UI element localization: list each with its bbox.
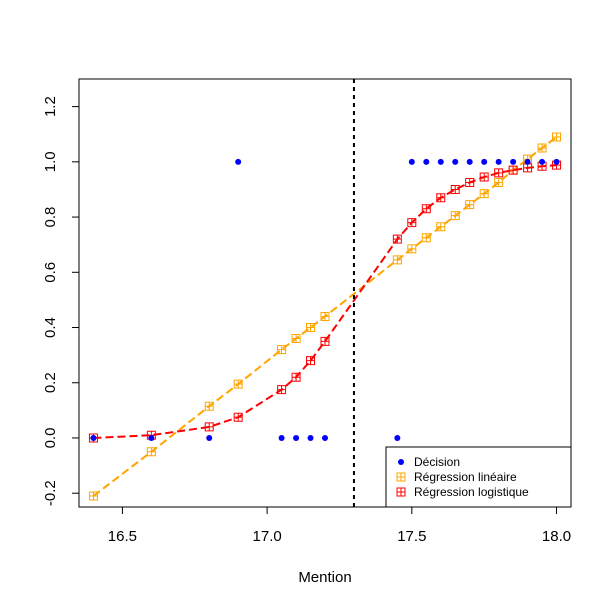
x-axis-title: Mention: [298, 569, 351, 586]
data-point: [537, 143, 547, 153]
y-tick-label: 0.4: [42, 317, 59, 338]
data-point: [437, 158, 444, 165]
data-point: [408, 158, 415, 165]
series-decision: [90, 158, 560, 441]
series-regression-lineaire: [88, 132, 562, 501]
data-point: [146, 447, 156, 457]
y-tick-label: 0.8: [42, 207, 59, 228]
x-axis: 16.5 17.0 17.5 18.0: [108, 506, 571, 545]
data-point: [421, 233, 431, 243]
y-tick-label: 1.2: [42, 96, 59, 117]
x-tick-label: 16.5: [108, 528, 137, 545]
legend-marker: [396, 487, 406, 497]
data-point: [320, 311, 330, 321]
y-tick-label: 0.0: [42, 428, 59, 449]
y-tick-label: -0.2: [42, 480, 59, 506]
legend-marker: [398, 459, 404, 465]
legend-label: Régression logistique: [414, 485, 529, 499]
data-point: [452, 158, 459, 165]
series-layer: [88, 132, 562, 501]
data-point: [277, 345, 287, 355]
data-point: [421, 204, 431, 214]
series-regression-logistique: [88, 160, 562, 443]
data-point: [450, 184, 460, 194]
data-point: [508, 165, 518, 175]
data-point: [481, 158, 488, 165]
data-point: [479, 172, 489, 182]
data-point: [322, 434, 328, 441]
y-axis: -0.2 0.0 0.2 0.4 0.6 0.8 1.0 1.2: [42, 96, 80, 506]
x-tick-label: 17.5: [397, 528, 426, 545]
data-point: [407, 218, 417, 228]
series-line: [93, 164, 557, 439]
data-point: [206, 434, 213, 441]
data-point: [204, 401, 214, 411]
data-point: [423, 158, 430, 165]
data-point: [291, 372, 301, 382]
y-tick-label: 0.2: [42, 372, 59, 393]
data-point: [495, 158, 502, 165]
data-point: [524, 158, 531, 165]
data-point: [233, 412, 243, 422]
data-point: [394, 434, 401, 441]
data-point: [90, 434, 97, 441]
data-point: [306, 356, 316, 366]
data-point: [436, 222, 446, 232]
data-point: [277, 385, 287, 395]
legend-label: Décision: [414, 455, 460, 469]
data-point: [552, 132, 562, 142]
data-point: [494, 178, 504, 188]
y-tick-label: 1.0: [42, 151, 59, 172]
data-point: [465, 200, 475, 210]
data-point: [553, 158, 560, 165]
data-point: [523, 163, 533, 173]
legend-marker: [396, 472, 406, 482]
data-point: [407, 244, 417, 254]
data-point: [291, 334, 301, 344]
legend-box: [385, 446, 572, 508]
data-point: [494, 168, 504, 178]
data-point: [466, 158, 473, 165]
data-point: [392, 234, 402, 244]
x-tick-label: 18.0: [542, 528, 571, 545]
data-point: [204, 422, 214, 432]
data-point: [320, 336, 330, 346]
data-point: [479, 189, 489, 199]
series-line: [92, 136, 558, 497]
data-point: [278, 434, 285, 441]
data-point: [510, 158, 517, 165]
data-point: [233, 379, 243, 389]
legend-label: Régression linéaire: [414, 470, 517, 484]
data-point: [293, 434, 300, 441]
y-tick-label: 0.6: [42, 262, 59, 283]
data-point: [465, 178, 475, 188]
data-point: [307, 434, 314, 441]
x-tick-label: 17.0: [253, 528, 282, 545]
data-point: [88, 491, 98, 501]
data-point: [306, 323, 316, 333]
data-point: [450, 211, 460, 221]
data-point: [539, 158, 546, 165]
data-point: [392, 255, 402, 265]
data-point: [235, 158, 242, 165]
plot-frame: [78, 78, 572, 508]
data-point: [436, 193, 446, 203]
data-point: [148, 434, 155, 441]
